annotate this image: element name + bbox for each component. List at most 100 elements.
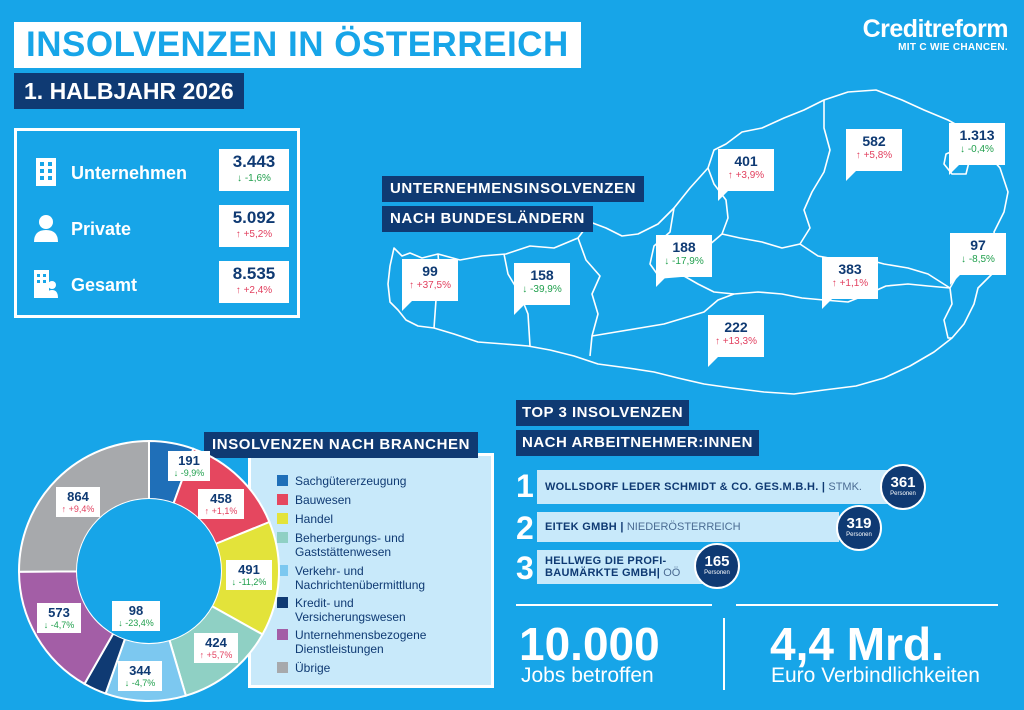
summary-label: Gesamt (71, 275, 138, 295)
region-callout-niederoesterreich: 582 ↑ +5,8% (846, 129, 902, 181)
rank-number: 1 (516, 468, 534, 504)
branches-heading: INSOLVENZEN NACH BRANCHEN (204, 432, 479, 458)
company-region: OÖ (663, 567, 681, 579)
rank-number: 2 (516, 510, 534, 546)
legend-swatch (277, 475, 288, 486)
top3-heading-line1: TOP 3 INSOLVENZEN (516, 400, 690, 426)
summary-row-unternehmen: Unternehmen 3.443 ↓ -1,6% (17, 149, 297, 195)
summary-change: ↑ +2,4% (235, 285, 273, 296)
building-icon (36, 158, 56, 186)
donut-label-handel: 491 ↓ -11,2% (226, 560, 272, 590)
legend-swatch (277, 662, 288, 673)
stat-jobs-label: Jobs betroffen (521, 664, 654, 687)
map-heading-line1: UNTERNEHMENSINSOLVENZEN (382, 176, 645, 202)
legend-item: Übrige (277, 661, 330, 675)
divider (516, 604, 712, 606)
region-callout-steiermark: 383 ↑ +1,1% (822, 257, 878, 309)
person-icon (34, 215, 58, 242)
legend-item: Handel (277, 512, 333, 526)
company-name: WOLLSDORF LEDER SCHMIDT & CO. GES.M.B.H.… (545, 481, 826, 493)
employee-count-badge: 361 Personen (880, 464, 926, 510)
region-callout-oberoesterreich: 401 ↑ +3,9% (718, 149, 774, 201)
legend-item: Unternehmensbezogene Dienstleistungen (277, 628, 445, 656)
region-change: ↓ -17,9% (664, 256, 704, 267)
donut-label-uebrige: 864 ↑ +9,4% (56, 487, 100, 517)
region-callout-salzburg: 188 ↓ -17,9% (656, 235, 712, 287)
stat-liabilities-label: Euro Verbindlichkeiten (771, 664, 980, 687)
vertical-divider (723, 618, 725, 690)
donut-label-beherbergung: 424 ↑ +5,7% (194, 633, 238, 663)
summary-change: ↓ -1,6% (237, 173, 271, 184)
region-value: 1.313 (959, 127, 995, 143)
rank-bar: WOLLSDORF LEDER SCHMIDT & CO. GES.M.B.H.… (537, 470, 897, 504)
summary-value: 5.092 (232, 208, 276, 227)
summary-change: ↑ +5,2% (235, 229, 273, 240)
region-value: 158 (530, 267, 554, 283)
building-person-icon (34, 270, 58, 298)
page-title: INSOLVENZEN IN ÖSTERREICH (14, 22, 581, 68)
company-name: HELLWEG DIE PROFI-BAUMÄRKTE GMBH| (545, 555, 667, 579)
rank-number: 3 (516, 550, 534, 586)
region-change: ↓ -39,9% (522, 284, 562, 295)
summary-label: Unternehmen (71, 163, 188, 183)
region-change: ↓ -0,4% (960, 144, 994, 155)
map-heading-line2: NACH BUNDESLÄNDERN (382, 206, 593, 232)
rank-bar: HELLWEG DIE PROFI-BAUMÄRKTE GMBH| OÖ (537, 550, 709, 584)
austria-outline (387, 89, 1009, 395)
region-change: ↑ +13,3% (715, 336, 757, 347)
summary-value: 8.535 (232, 264, 276, 283)
region-callout-tirol: 158 ↓ -39,9% (514, 263, 570, 315)
region-change: ↑ +5,8% (855, 150, 893, 161)
donut-label-bauwesen: 458 ↑ +1,1% (198, 489, 244, 519)
region-value: 383 (838, 261, 862, 277)
page-subtitle: 1. HALBJAHR 2026 (14, 73, 244, 109)
summary-value-box: 5.092 ↑ +5,2% (219, 205, 289, 247)
region-value: 401 (734, 153, 758, 169)
region-value: 222 (724, 319, 748, 335)
region-change: ↑ +37,5% (409, 280, 451, 291)
donut-label-kredit: 98 ↓ -23,4% (112, 601, 160, 631)
border-stmk (683, 275, 951, 303)
branch-legend-box: Sachgütererzeugung Bauwesen Handel Beher… (248, 453, 494, 688)
region-value: 188 (672, 239, 696, 255)
region-callout-kaernten: 222 ↑ +13,3% (708, 315, 764, 367)
region-value: 97 (970, 237, 986, 253)
company-region: STMK. (828, 481, 862, 493)
legend-swatch (277, 532, 288, 543)
legend-swatch (277, 597, 288, 608)
legend-item: Sachgütererzeugung (277, 474, 406, 488)
summary-value-box: 3.443 ↓ -1,6% (219, 149, 289, 191)
legend-item: Beherbergungs- und Gaststättenwesen (277, 531, 435, 559)
region-change: ↑ +3,9% (727, 170, 765, 181)
summary-box: Unternehmen 3.443 ↓ -1,6% Private 5.092 … (14, 128, 300, 318)
legend-item: Verkehr- und Nachrichtenübermittlung (277, 564, 445, 592)
employee-count-badge: 165 Personen (694, 543, 740, 589)
summary-label: Private (71, 219, 132, 239)
summary-row-private: Private 5.092 ↑ +5,2% (17, 205, 297, 251)
border-ooe-noe (721, 100, 831, 249)
border-kaernten (591, 293, 735, 337)
donut-label-sachgueter: 191 ↓ -9,9% (168, 451, 210, 481)
region-value: 99 (422, 263, 438, 279)
logo-name: Creditreform (862, 15, 1009, 43)
legend-swatch (277, 629, 288, 640)
logo-claim: MIT C WIE CHANCEN. (898, 42, 1008, 53)
legend-swatch (277, 565, 288, 576)
legend-swatch (277, 513, 288, 524)
region-change: ↑ +1,1% (831, 278, 869, 289)
donut-label-dienstleistungen: 573 ↓ -4,7% (37, 603, 81, 633)
rank-bar: EITEK GMBH | NIEDERÖSTERREICH (537, 512, 839, 542)
region-callout-burgenland: 97 ↓ -8,5% (950, 233, 1006, 285)
top3-heading-line2: NACH ARBEITNEHMER:INNEN (516, 430, 759, 456)
donut-label-verkehr: 344 ↓ -4,7% (118, 661, 162, 691)
stat-liabilities-value: 4,4 Mrd. (770, 618, 944, 670)
creditreform-logo: Creditreform MIT C WIE CHANCEN. (862, 15, 1009, 53)
legend-item: Bauwesen (277, 493, 351, 507)
border-tirol-salzburg (577, 237, 601, 357)
summary-value-box: 8.535 ↑ +2,4% (219, 261, 289, 303)
divider (736, 604, 998, 606)
employee-count-badge: 319 Personen (836, 505, 882, 551)
region-change: ↓ -8,5% (961, 254, 995, 265)
company-name: EITEK GMBH | (545, 521, 624, 533)
legend-swatch (277, 494, 288, 505)
